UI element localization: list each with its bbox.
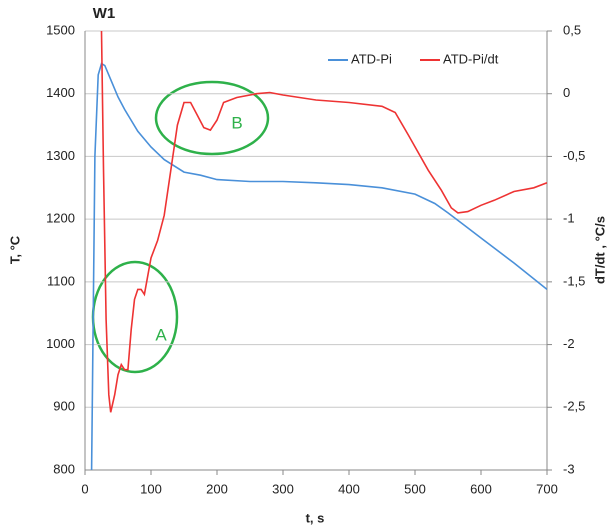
legend-label: ATD-Pi/dt xyxy=(443,51,499,66)
y2-tick-label: -3 xyxy=(563,461,575,476)
y-tick-label: 800 xyxy=(53,461,75,476)
annotation: A xyxy=(155,325,167,344)
y2-tick-label: -1 xyxy=(563,211,575,226)
chart-title: W1 xyxy=(93,5,116,22)
y-tick-label: 1400 xyxy=(46,85,75,100)
data-line xyxy=(100,31,547,413)
y-axis-label: T, °C xyxy=(7,235,22,264)
y2-tick-label: 0,5 xyxy=(563,22,581,37)
y-tick-label: 1300 xyxy=(46,148,75,163)
y2-tick-label: -2 xyxy=(563,336,575,351)
x-tick-label: 100 xyxy=(140,481,162,496)
x-tick-label: 400 xyxy=(338,481,360,496)
y2-tick-label: -2,5 xyxy=(563,399,585,414)
y2-tick-label: -1,5 xyxy=(563,273,585,288)
x-tick-label: 200 xyxy=(206,481,228,496)
y2-tick-label: -0,5 xyxy=(563,148,585,163)
x-tick-label: 500 xyxy=(404,481,426,496)
y-tick-label: 1000 xyxy=(46,336,75,351)
x-axis-label: t, s xyxy=(306,510,325,525)
y-tick-label: 900 xyxy=(53,399,75,414)
y2-tick-label: 0 xyxy=(563,85,570,100)
y-tick-label: 1200 xyxy=(46,211,75,226)
annotation-ellipse xyxy=(154,80,270,156)
x-tick-label: 300 xyxy=(272,481,294,496)
y2-axis-label: dT/dt , °C/s xyxy=(592,216,607,284)
x-tick-label: 700 xyxy=(536,481,558,496)
x-tick-label: 0 xyxy=(81,481,88,496)
y-tick-label: 1500 xyxy=(46,22,75,37)
x-tick-label: 600 xyxy=(470,481,492,496)
y-tick-label: 1100 xyxy=(47,273,75,288)
legend-label: ATD-Pi xyxy=(351,51,392,66)
data-line xyxy=(90,62,547,470)
annotation: B xyxy=(231,113,242,132)
